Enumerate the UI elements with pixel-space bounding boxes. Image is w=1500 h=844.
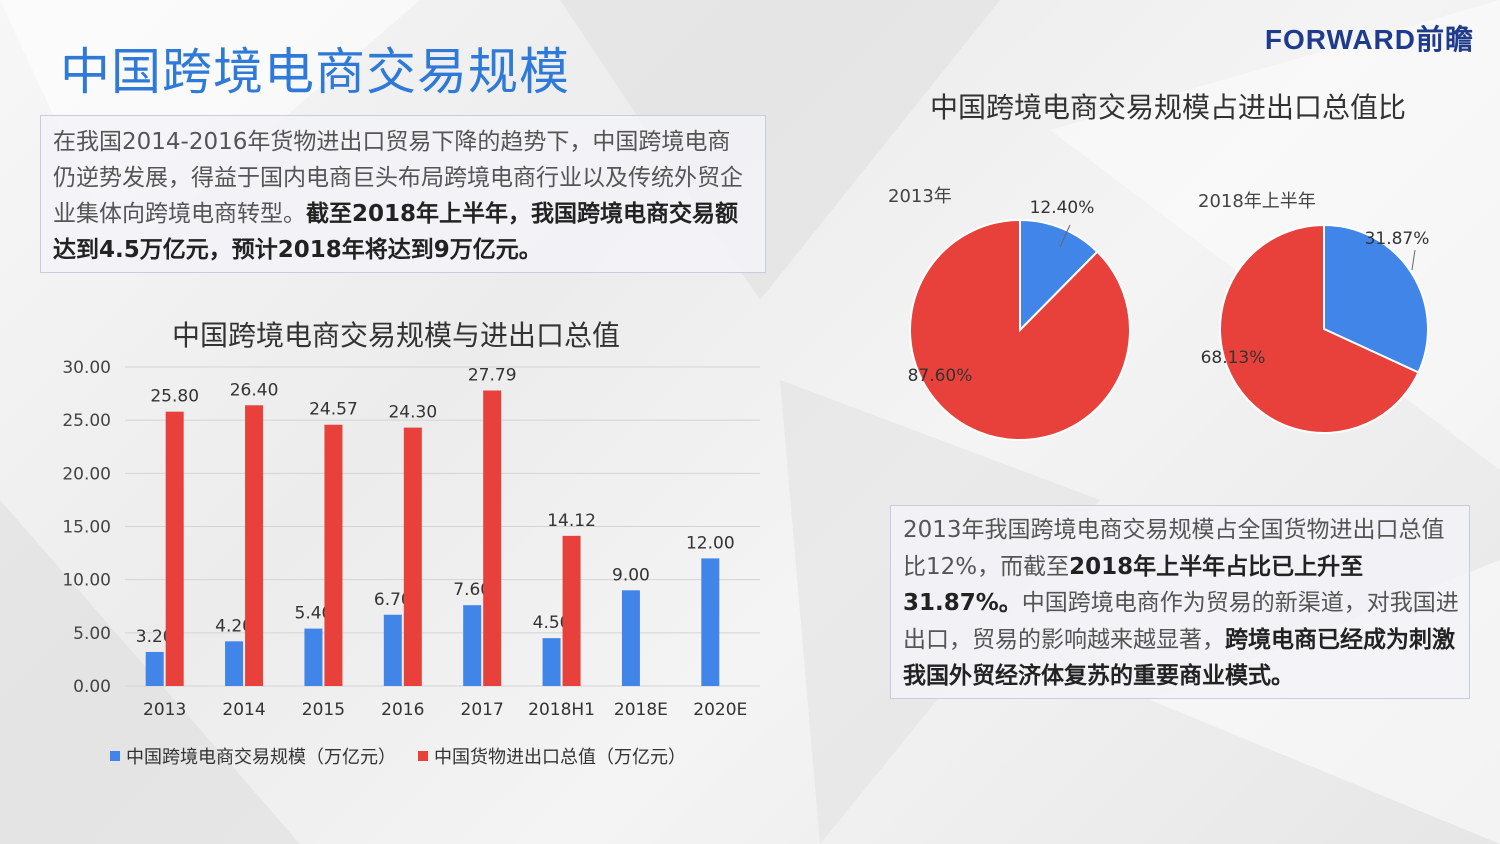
x-tick-label: 2013 [143, 700, 186, 720]
bar-trade [245, 405, 264, 686]
y-tick-label: 30.00 [62, 358, 111, 378]
legend-swatch-blue [110, 751, 120, 761]
pie-2013-name: 2013年 [888, 186, 952, 207]
y-tick-label: 10.00 [62, 571, 111, 591]
bar-chart-title: 中国跨境电商交易规模与进出口总值 [172, 319, 621, 352]
pie-slice-other [1219, 223, 1420, 434]
bar-data-label: 3.20 [136, 627, 174, 647]
pie-charts: 12.40% 87.60% 31.87% 68.13% [908, 198, 1430, 441]
bar-trade [403, 427, 422, 686]
x-tick-label: 2016 [381, 700, 424, 720]
conclusion-part3: 中国跨境电商作为贸易的新渠道，对我国进出口，贸易的影响越来越显著， [903, 590, 1459, 653]
bar-ecommerce [304, 628, 323, 686]
pie-slice-ecommerce [1323, 223, 1429, 374]
conclusion-paragraph: 2013年我国跨境电商交易规模占全国货物进出口总值比12%，而截至2018年上半… [903, 512, 1459, 695]
bar-data-label: 6.70 [374, 590, 412, 610]
page-title: 中国跨境电商交易规模 [60, 43, 570, 101]
bar-ecommerce [542, 638, 561, 686]
conclusion-text-box: 2013年我国跨境电商交易规模占全国货物进出口总值比12%，而截至2018年上半… [890, 505, 1470, 699]
legend-label-trade: 中国货物进出口总值（万亿元） [434, 747, 686, 768]
pie-chart-title: 中国跨境电商交易规模占进出口总值比 [930, 91, 1407, 124]
bar-ecommerce [701, 558, 720, 686]
legend-label-ecommerce: 中国跨境电商交易规模（万亿元） [126, 747, 396, 768]
bar-trade [562, 535, 581, 686]
x-tick-label: 2020E [693, 700, 747, 720]
bar-trade [324, 424, 343, 686]
pie-2018h1-name: 2018年上半年 [1198, 191, 1316, 212]
bar-ecommerce [225, 641, 244, 686]
bar-data-label: 24.30 [388, 403, 437, 423]
bar-trade [483, 390, 502, 686]
legend-item-ecommerce: 中国跨境电商交易规模（万亿元） [110, 743, 396, 769]
bar-data-label: 14.12 [547, 511, 596, 531]
x-tick-label: 2018E [614, 700, 668, 720]
bar-data-label: 24.57 [309, 400, 358, 420]
conclusion-part1: 2013年我国跨境电商交易规模占全国货物进出口总值比12%，而截至 [903, 517, 1445, 580]
bar-data-label: 25.80 [150, 387, 199, 407]
bar-data-label: 7.60 [453, 580, 491, 600]
legend-swatch-red [418, 751, 428, 761]
pie-slice-label: 31.87% [1365, 229, 1430, 249]
pie-leader-line [1059, 224, 1071, 248]
brand-logo: FORWARD前瞻 [1264, 24, 1474, 55]
bar-chart: 0.00 5.00 10.00 15.00 20.00 25.00 30.00 3.20 25.… [62, 358, 760, 720]
bar-data-label: 27.79 [468, 365, 517, 385]
x-tick-label: 2018H1 [528, 700, 595, 720]
y-tick-label: 20.00 [62, 464, 111, 484]
y-tick-label: 0.00 [73, 677, 111, 697]
bar-ecommerce [621, 590, 640, 686]
y-tick-label: 25.00 [62, 411, 111, 431]
summary-paragraph: 在我国2014-2016年货物进出口贸易下降的趋势下，中国跨境电商仍逆势发展，得… [53, 124, 753, 268]
bar-trade [165, 411, 184, 686]
y-tick-label: 15.00 [62, 518, 111, 538]
x-tick-label: 2014 [222, 700, 265, 720]
x-tick-label: 2017 [461, 700, 504, 720]
legend-item-trade: 中国货物进出口总值（万亿元） [418, 743, 686, 769]
summary-bold-text: 截至2018年上半年，我国跨境电商交易额达到4.5万亿元，预计2018年将达到9… [53, 201, 739, 263]
pie-leader-line [1411, 249, 1416, 271]
conclusion-part2: 2018年上半年占比已上升至31.87%。 [903, 553, 1364, 617]
summary-normal-text: 在我国2014-2016年货物进出口贸易下降的趋势下，中国跨境电商仍逆势发展，得… [53, 129, 743, 227]
bar-ecommerce [463, 605, 482, 686]
bar-ecommerce [145, 651, 164, 686]
bar-data-label: 26.40 [230, 380, 279, 400]
bar-data-label: 4.20 [215, 616, 253, 636]
pie-slice-label: 12.40% [1030, 198, 1095, 218]
pie-slice-other [909, 218, 1131, 441]
x-tick-label: 2015 [302, 700, 345, 720]
pie-slice-label: 68.13% [1201, 348, 1266, 368]
pie-slice-ecommerce [1019, 218, 1099, 333]
y-tick-label: 5.00 [73, 624, 111, 644]
pie-slice-label: 87.60% [908, 366, 973, 386]
conclusion-part4: 跨境电商已经成为刺激我国外贸经济体复苏的重要商业模式。 [903, 626, 1455, 690]
bar-data-label: 12.00 [686, 533, 735, 553]
bar-ecommerce [383, 614, 402, 686]
bar-data-label: 9.00 [612, 565, 650, 585]
bar-data-label: 4.50 [533, 613, 571, 633]
summary-text-box: 在我国2014-2016年货物进出口贸易下降的趋势下，中国跨境电商仍逆势发展，得… [40, 115, 766, 273]
bar-chart-legend: 中国跨境电商交易规模（万亿元） 中国货物进出口总值（万亿元） [110, 743, 686, 769]
bar-data-label: 5.40 [295, 604, 333, 624]
